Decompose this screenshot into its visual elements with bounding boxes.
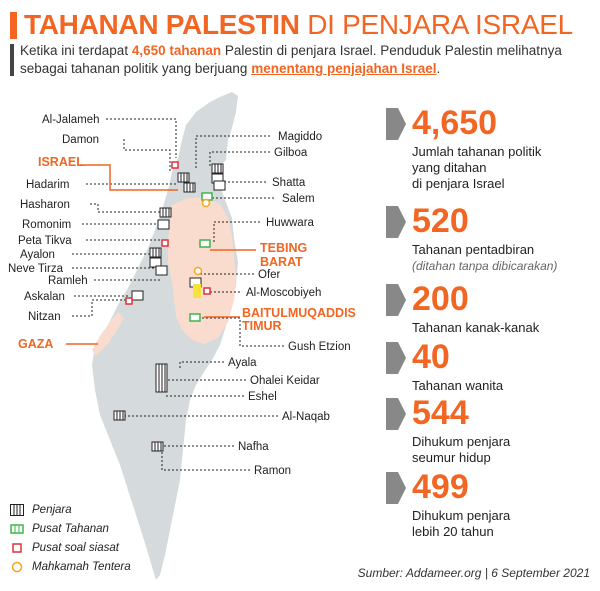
stat-arrow-icon [386,342,406,374]
label-ayalon: Ayalon [20,249,55,261]
title-accent-bar [10,12,17,39]
stat-women: 40 Tahanan wanita [386,338,596,393]
stat-value: 200 [412,280,469,318]
stat-desc: Dihukum penjara seumur hidup [412,434,511,465]
stat-life-sentence: 544 Dihukum penjara seumur hidup [386,396,596,466]
label-eshel: Eshel [248,391,277,403]
prison-icon [213,180,226,191]
label-gilboa: Gilboa [274,147,308,159]
interrogation-center-icon [171,161,179,169]
label-romonim: Romonim [22,219,71,231]
interrogation-center-icon [161,239,169,247]
stat-administrative: 520 Tahanan pentadbiran (ditahan tanpa di… [386,202,596,273]
label-ohalei-keidar: Ohalei Keidar [250,375,320,387]
military-court-icon [11,561,23,572]
label-al-jalameh: Al-Jalameh [42,114,100,126]
source-credit: Sumber: Addameer.org | 6 September 2021 [357,566,590,580]
label-magiddo: Magiddo [278,131,322,143]
label-ramleh: Ramleh [48,275,88,287]
detention-center-icon [189,313,201,322]
stat-children: 200 Tahanan kanak-kanak [386,280,596,335]
page-title: TAHANAN PALESTIN DI PENJARA ISRAEL [24,9,573,40]
interrogation-icon [12,542,22,553]
stat-value: 544 [412,394,469,432]
prison-icon [10,503,24,516]
region-label-timur: TIMUR [242,319,282,333]
legend-item: Pusat Tahanan [10,519,131,538]
label-nitzan: Nitzan [28,311,61,323]
stat-arrow-icon [386,472,406,504]
label-gush-etzion: Gush Etzion [288,341,351,353]
stat-value: 4,650 [412,104,498,142]
label-salem: Salem [282,193,315,205]
label-peta-tikva: Peta Tikva [18,235,72,247]
region-label-barat: BARAT [260,255,303,269]
stat-over-20-years: 499 Dihukum penjara lebih 20 tahun [386,470,596,540]
stat-arrows [386,108,406,504]
jerusalem-marker [193,284,201,298]
region-label-israel: ISRAEL [38,155,84,169]
intro-text: Ketika ini terdapat 4,650 tahanan Palest… [20,43,562,76]
detention-icon [10,523,24,534]
prison-icon [157,219,170,230]
intro-accent-bar [10,44,14,76]
stat-desc: Tahanan pentadbiran (ditahan tanpa dibica… [412,242,558,273]
label-ayala: Ayala [228,357,257,369]
stat-arrow-icon [386,108,406,140]
legend-item: Pusat soal siasat [10,538,131,557]
stat-desc: Jumlah tahanan politik yang ditahan di pen… [412,144,542,191]
label-shatta: Shatta [272,177,306,189]
military-court-icon [193,266,203,276]
stat-arrow-icon [386,206,406,238]
stat-value: 499 [412,468,469,506]
stat-value: 520 [412,202,469,240]
map-legend: Penjara Pusat Tahanan Pusat soal siasat … [10,500,131,576]
label-hasharon: Hasharon [20,199,70,211]
label-neve-tirza: Neve Tirza [8,263,64,275]
label-askalan: Askalan [24,291,65,303]
detention-center-icon [199,239,211,248]
gaza-region [92,312,124,356]
stat-arrow-icon [386,284,406,316]
interrogation-center-icon [125,297,133,305]
stat-value: 40 [412,338,450,376]
label-hadarim: Hadarim [26,179,69,191]
region-label-gaza: GAZA [18,337,53,351]
label-al-naqab: Al-Naqab [282,411,330,423]
region-label-baitulmuqaddis: BAITULMUQADDIS [242,306,356,320]
interrogation-center-icon [203,287,211,295]
label-ramon: Ramon [254,465,291,477]
legend-item: Mahkamah Tentera [10,557,131,576]
label-damon: Damon [62,134,99,146]
prison-icon [155,265,168,276]
stat-desc: Tahanan wanita [412,378,504,393]
label-huwwara: Huwwara [266,217,315,229]
label-ofer: Ofer [258,269,281,281]
region-label-tebing: TEBING [260,241,307,255]
label-al-moscobiyeh: Al-Moscobiyeh [246,287,321,299]
label-nafha: Nafha [238,441,269,453]
stat-desc: Dihukum penjara lebih 20 tahun [412,508,511,539]
stat-arrow-icon [386,398,406,430]
legend-item: Penjara [10,500,131,519]
stat-desc: Tahanan kanak-kanak [412,320,540,335]
prison-icon [131,290,144,301]
stat-total: 4,650 Jumlah tahanan politik yang ditahan… [386,104,596,191]
military-court-icon [201,198,211,208]
